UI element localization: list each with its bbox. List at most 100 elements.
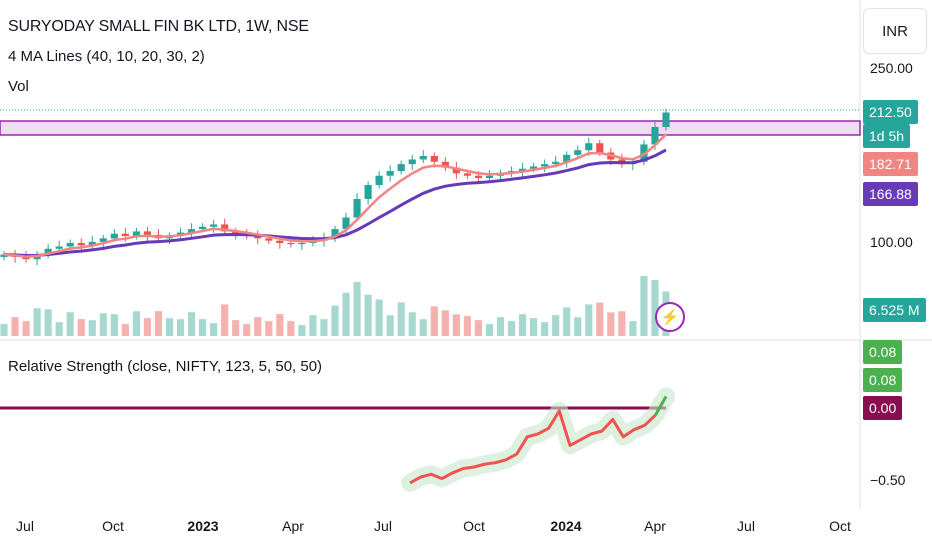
last-price-tag: 212.50 [863,100,918,124]
candle-body [287,243,295,245]
rs-zero-tag: 0.00 [863,396,903,420]
volume-bar [298,325,306,336]
time-label-jul-24: Jul [737,518,755,534]
candle-body [397,164,405,172]
volume-bar [331,305,339,336]
rs-line-tail [654,395,668,416]
volume-bar [165,318,174,336]
resistance-zone[interactable] [0,120,861,136]
time-label-2023: 2023 [187,518,219,534]
countdown-tag: 1d 5h [863,124,911,148]
ma-fast-tag: 182.71 [863,152,918,176]
time-label-oct-24: Oct [829,518,851,534]
time-label-jul-22: Jul [16,518,34,534]
candle-body [254,236,262,239]
candle-body [408,159,416,165]
candle-body [132,231,140,237]
volume-bar [640,276,648,336]
volume-bars [0,276,670,336]
volume-bar [187,312,196,336]
candle-body [88,241,96,246]
volume-bar [232,320,240,336]
rs-tag-1: 0.08 [863,340,903,364]
candle-body [22,256,30,260]
volume-bar [99,313,107,336]
candle-body [541,164,549,167]
volume-bar [386,315,394,336]
volume-bar [44,309,52,336]
volume-bar [629,321,637,336]
volume-bar [0,324,8,336]
volume-bar [518,314,527,336]
lightning-icon[interactable]: ⚡ [655,302,685,332]
candle-body [199,226,207,230]
candle-body [353,198,361,218]
candle-body [143,231,152,235]
time-label-apr-23: Apr [282,518,304,534]
volume-bar [441,310,449,336]
volume-bar [530,318,538,336]
volume-bar [320,319,328,336]
volume-bar [541,322,549,336]
volume-bar [22,321,30,336]
volume-bar [364,294,372,336]
volume-bar [552,315,560,336]
volume-bar [243,324,251,336]
volume-bar [496,317,505,336]
currency-button[interactable]: INR [863,8,927,54]
time-label-apr-24: Apr [644,518,666,534]
candle-body [364,185,372,199]
candle-body [342,217,350,230]
volume-bar [353,282,361,336]
price-tick-100: 100.00 [870,234,913,250]
volume-bar [143,318,152,336]
candle-body [662,112,670,127]
candle-body [474,175,483,179]
candle-body [563,154,571,162]
candle-body [518,168,527,172]
volume-bar [563,307,571,336]
ma-slow-tag: 166.88 [863,182,918,206]
volume-bar [55,322,63,336]
candle-body [276,240,284,243]
volume-bar [11,317,19,336]
chart-title[interactable]: SURYODAY SMALL FIN BK LTD, 1W, NSE [8,18,309,35]
candle-body [298,243,306,245]
candle-body [552,161,560,165]
candle-body [651,127,659,145]
volume-bar [507,321,516,336]
candle-body [66,243,74,247]
candle-body [99,238,107,242]
volume-bar [419,319,427,336]
volume-bar [221,304,229,336]
rs-tag-2: 0.08 [863,368,903,392]
ma-legend[interactable]: 4 MA Lines (40, 10, 20, 30, 2) [8,48,205,65]
rs-legend[interactable]: Relative Strength (close, NIFTY, 123, 5,… [8,358,323,375]
volume-bar [452,314,460,336]
candle-body [187,229,196,233]
candle-body [574,150,582,155]
volume-bar [607,312,615,336]
candle-body [232,231,240,234]
candle-body [463,173,471,176]
candle-body [210,224,218,227]
candle-body [441,161,449,168]
volume-bar [596,302,604,336]
volume-bar [154,311,163,336]
volume-bar [265,321,273,336]
time-label-oct-23: Oct [463,518,485,534]
candle-body [331,229,339,239]
volume-bar [430,306,438,336]
candle-body [485,175,494,179]
candle-body [386,171,394,176]
candle-body [419,156,427,160]
candle-body [221,224,229,232]
candle-body [77,243,85,246]
volume-legend[interactable]: Vol [8,78,29,95]
volume-bar [397,302,405,336]
volume-bar [77,319,85,336]
candle-body [375,175,383,185]
candle-body [596,143,604,153]
time-label-2024: 2024 [550,518,582,534]
